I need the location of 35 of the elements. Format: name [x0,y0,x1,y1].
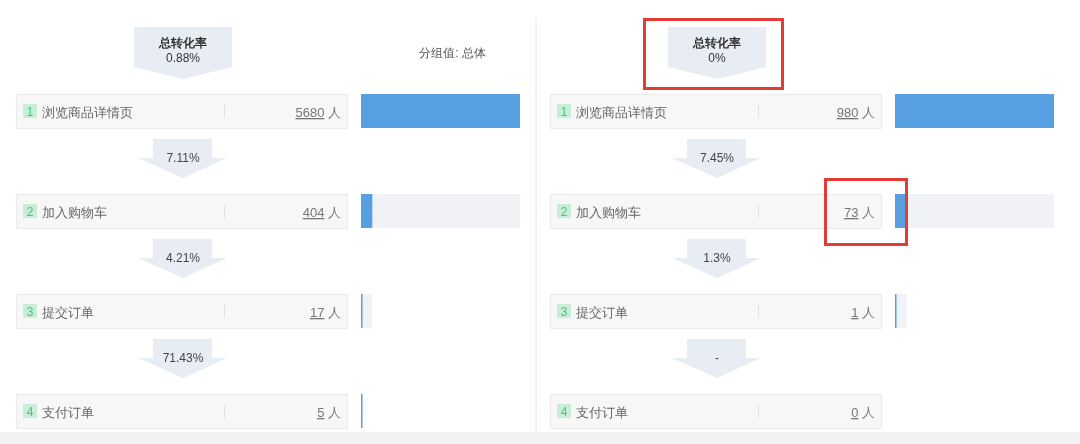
subtitle: 0% [708,51,726,65]
step-number: 3 [26,305,34,319]
subtitle: 0.88% [166,51,200,65]
step-number: 2 [26,205,34,219]
category-label: 支付订单 [42,405,94,420]
value-label: 404 人 [302,205,341,220]
title: 总转化率 [693,36,741,50]
annotation: 4.21% [166,251,200,265]
step-number: 1 [26,105,34,119]
step-number: 4 [560,405,568,419]
category-label: 浏览商品详情页 [42,105,133,120]
step-number: 3 [560,305,568,319]
category-label: 提交订单 [576,305,628,320]
annotation: 1.3% [703,251,731,265]
xlabel: 分组值: 总体 [419,46,486,60]
step-number: 2 [560,205,568,219]
annotation: 71.43% [162,351,204,365]
category-label: 加入购物车 [42,205,107,220]
category-label: 提交订单 [42,305,94,320]
category-label: 支付订单 [576,405,628,420]
annotation: 7.45% [700,151,734,165]
category-label: 加入购物车 [576,205,641,220]
value-label: 17 人 [309,305,341,320]
value-label: 5680 人 [295,105,341,120]
value-label: 980 人 [836,105,875,120]
annotation: 7.11% [166,151,200,165]
annotation: - [715,351,719,365]
value-label: 73 人 [843,205,875,220]
step-number: 1 [560,105,568,119]
title: 总转化率 [159,36,207,50]
value-label: 0 人 [851,405,875,420]
category-label: 浏览商品详情页 [576,105,667,120]
value-label: 5 人 [317,405,341,420]
value-label: 1 人 [851,305,875,320]
step-number: 4 [26,405,34,419]
